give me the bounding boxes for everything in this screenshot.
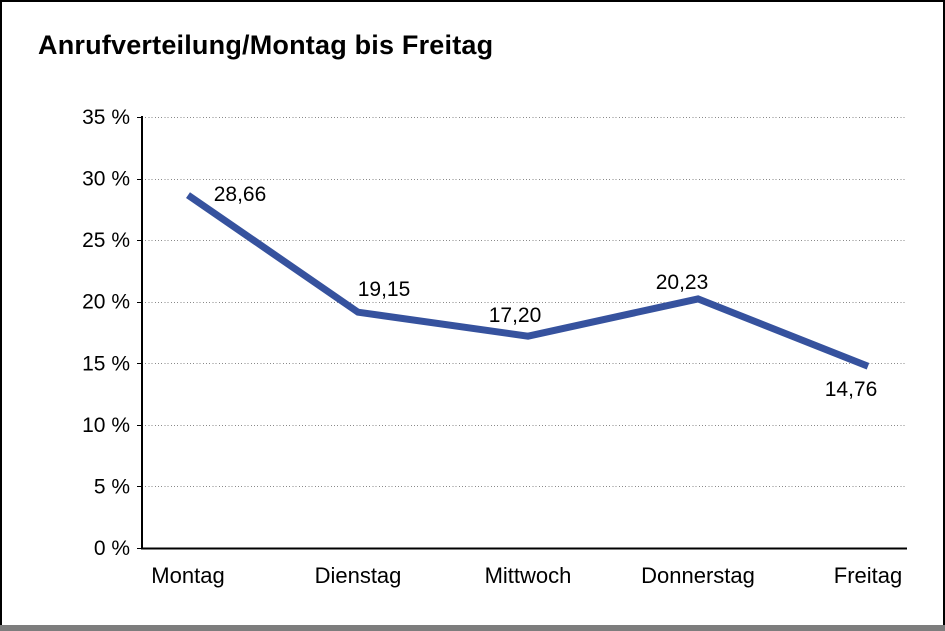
data-point-label: 20,23 — [656, 271, 709, 294]
x-category-label: Dienstag — [315, 563, 402, 588]
x-category-label: Freitag — [834, 563, 902, 588]
x-category-label: Mittwoch — [485, 563, 572, 588]
y-tick-label: 20 % — [82, 291, 130, 314]
data-series-line — [186, 192, 870, 370]
data-point-label: 14,76 — [825, 378, 878, 401]
window-bottom-edge — [0, 625, 945, 631]
y-tick-label: 0 % — [94, 537, 130, 560]
y-tick-label: 5 % — [94, 475, 130, 498]
data-point-label: 17,20 — [489, 304, 542, 327]
y-tick-label: 30 % — [82, 168, 130, 191]
x-category-label: Donnerstag — [641, 563, 755, 588]
y-tick-label: 35 % — [82, 106, 130, 129]
y-tick-label: 10 % — [82, 414, 130, 437]
y-tick-label: 15 % — [82, 352, 130, 375]
x-category-label: Montag — [151, 563, 224, 588]
data-point-label: 28,66 — [214, 183, 267, 206]
chart-title: Anrufverteilung/Montag bis Freitag — [38, 30, 494, 60]
y-tick-label: 25 % — [82, 229, 130, 252]
data-point-label: 19,15 — [358, 278, 411, 301]
